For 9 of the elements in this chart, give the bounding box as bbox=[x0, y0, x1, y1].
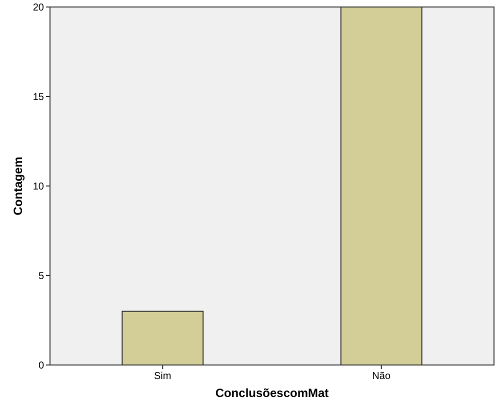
y-tick-label: 15 bbox=[32, 92, 44, 103]
x-tick-label: Sim bbox=[154, 371, 172, 382]
y-axis-title: Contagem bbox=[11, 156, 25, 216]
y-tick-label: 0 bbox=[38, 360, 44, 372]
y-tick-label: 10 bbox=[32, 182, 44, 192]
y-tick-label: 20 bbox=[32, 2, 44, 14]
x-axis-title: ConclusõescomMat bbox=[215, 386, 329, 400]
x-tick-label: Não bbox=[372, 371, 391, 382]
y-tick-label: 5 bbox=[38, 271, 44, 282]
